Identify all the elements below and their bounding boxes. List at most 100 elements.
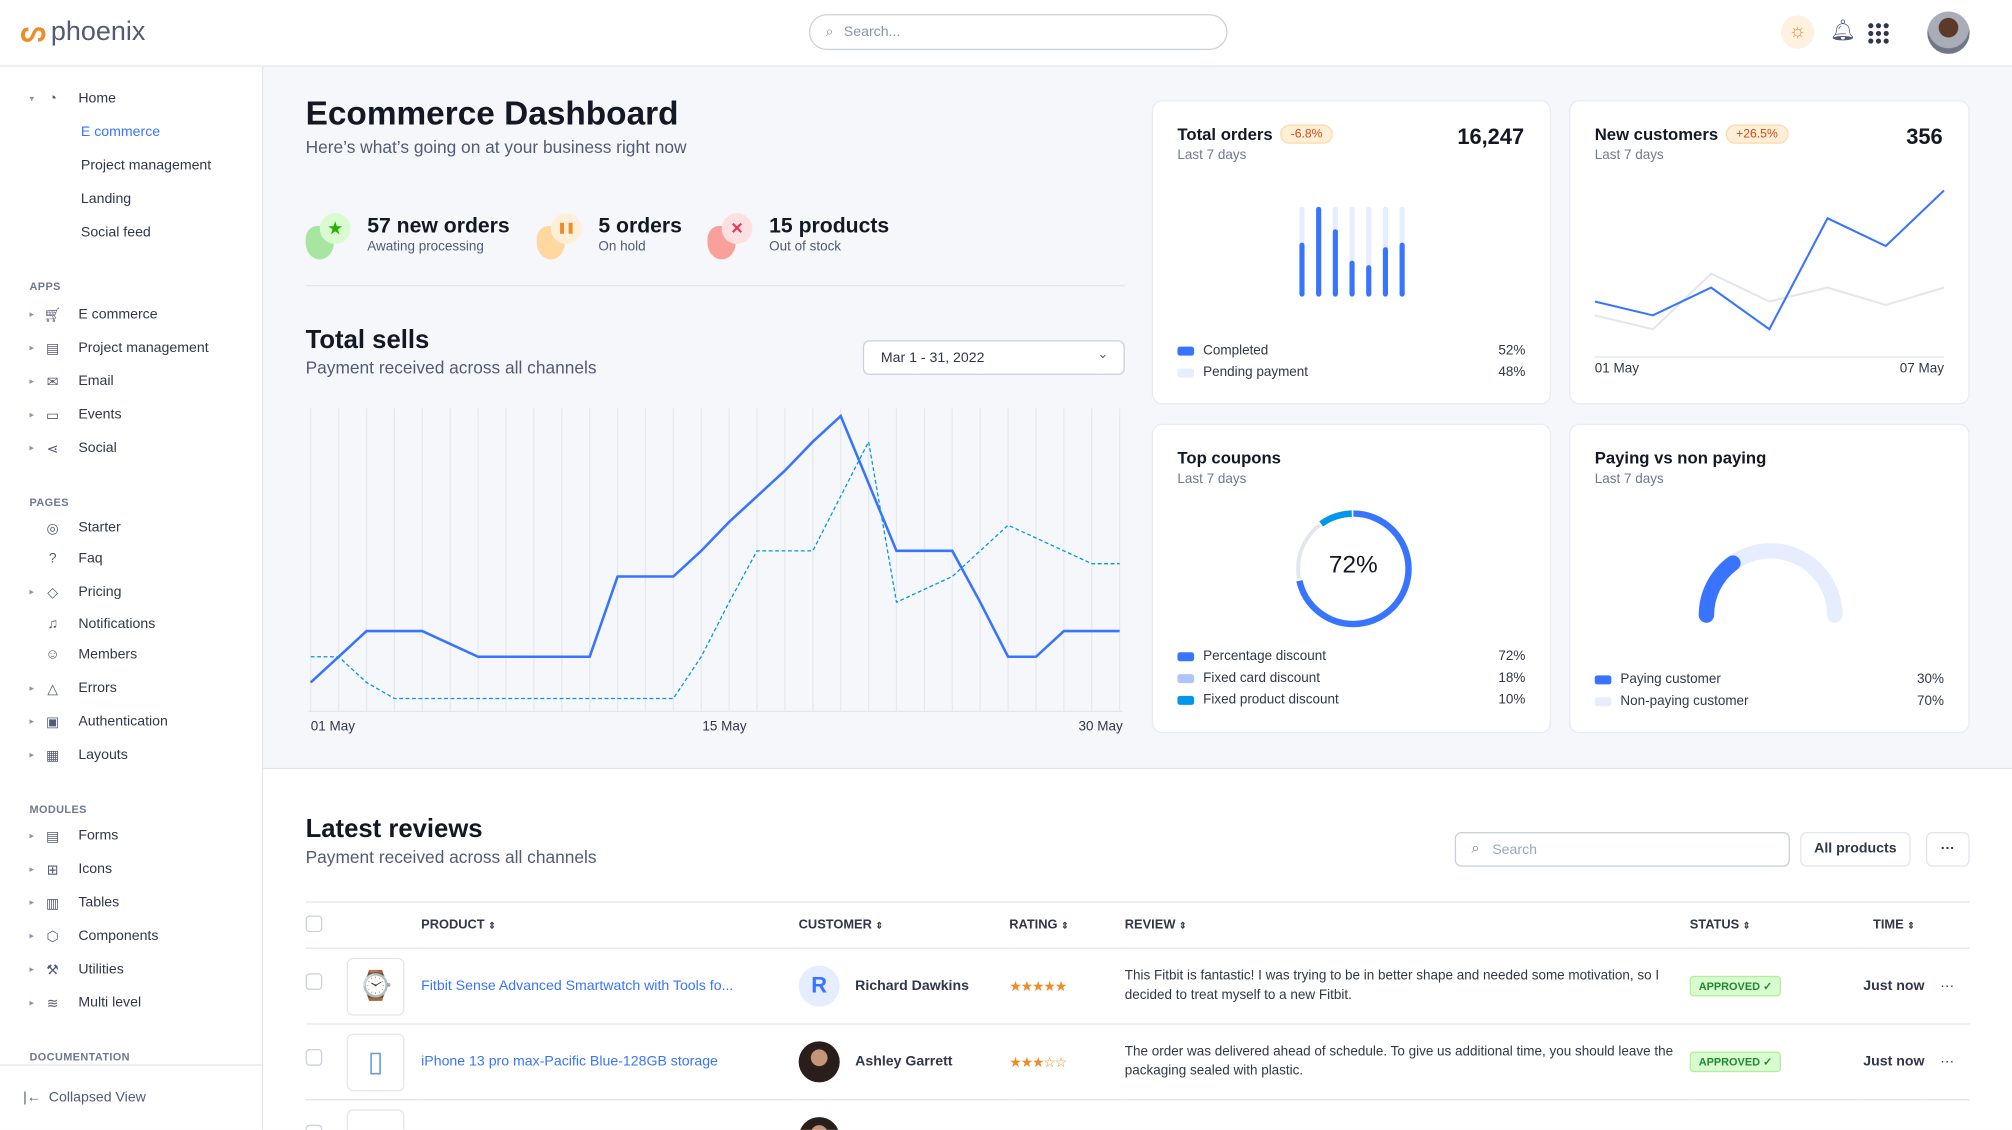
notifications-bell-icon[interactable]: 🔔︎ bbox=[1829, 20, 1856, 43]
sort-icon: ⇕ bbox=[488, 921, 496, 931]
customer-name[interactable]: Ashley Garrett bbox=[855, 1054, 953, 1070]
sidebar-item-icons[interactable]: ▸ ⊞ Icons bbox=[29, 861, 113, 878]
sidebar-item-starter[interactable]: ◎ Starter bbox=[30, 517, 121, 538]
sidebar-item-multi-level[interactable]: ▸ ≋ Multi level bbox=[29, 995, 142, 1012]
sidebar-item-tables[interactable]: ▸ ▥ Tables bbox=[29, 894, 120, 911]
more-options-button[interactable]: ··· bbox=[1926, 832, 1970, 867]
column-header-customer[interactable]: CUSTOMER ⇕ bbox=[798, 901, 1010, 949]
sidebar-sub-project-management[interactable]: Project management bbox=[80, 157, 212, 174]
column-header-product[interactable]: PRODUCT ⇕ bbox=[421, 901, 799, 949]
sidebar-item-errors[interactable]: ▸ △ Errors bbox=[29, 680, 117, 697]
select-all-checkbox[interactable] bbox=[305, 914, 323, 932]
sidebar-sub-social-feed[interactable]: Social feed bbox=[80, 224, 151, 241]
sidebar-item-project-management[interactable]: ▸ ▤ Project management bbox=[29, 340, 209, 357]
sidebar-item-home[interactable]: ▾ ◔ Home bbox=[29, 91, 117, 107]
column-header-review[interactable]: REVIEW ⇕ bbox=[1124, 901, 1690, 949]
product-thumbnail: ⌚ bbox=[346, 957, 405, 1016]
all-products-button[interactable]: All products bbox=[1800, 832, 1911, 867]
sidebar-item-members[interactable]: ☺ Members bbox=[30, 645, 138, 666]
sidebar-item-forms[interactable]: ▸ ▤ Forms bbox=[29, 828, 119, 845]
stat-item: ❚❚ 5 orders On hold bbox=[536, 213, 682, 262]
coupons-donut-chart bbox=[1294, 510, 1412, 628]
caret-right-icon: ▸ bbox=[29, 832, 35, 842]
table-row[interactable]: ⌚ Fitbit Sense Advanced Smartwatch with … bbox=[305, 948, 1970, 1025]
table-row[interactable]: ▭ It's a Mac, after all. Once you've gon… bbox=[305, 1099, 1970, 1130]
sidebar-item-layouts[interactable]: ▸ ▦ Layouts bbox=[29, 747, 128, 764]
review-text: It's a Mac, after all. Once you've gone … bbox=[1124, 1099, 1690, 1130]
reviews-table: PRODUCT ⇕ CUSTOMER ⇕ RATING ⇕ REVIEW ⇕ STATU… bbox=[305, 901, 1970, 1130]
sidebar-item-social[interactable]: ▸ ⋖ Social bbox=[29, 440, 117, 457]
row-checkbox[interactable] bbox=[305, 1048, 323, 1066]
column-header-rating[interactable]: RATING ⇕ bbox=[1009, 901, 1125, 949]
customer-avatar bbox=[798, 1041, 840, 1083]
brand-logo[interactable]: ᔕ phoenix bbox=[20, 15, 146, 48]
donut-center-label: 72% bbox=[1328, 552, 1378, 580]
collapsed-view-button[interactable]: |← Collapsed View bbox=[23, 1090, 146, 1106]
caret-right-icon: ▸ bbox=[29, 965, 35, 975]
global-search-input[interactable]: ⌕ Search... bbox=[808, 14, 1228, 51]
column-header-time[interactable]: TIME ⇕ bbox=[1863, 901, 1925, 949]
row-actions-button[interactable]: ··· bbox=[1924, 1023, 1970, 1101]
divider bbox=[305, 285, 1125, 287]
card-subtitle: Last 7 days bbox=[1594, 471, 1664, 487]
sidebar-item-faq[interactable]: ? Faq bbox=[30, 548, 103, 569]
row-actions-button[interactable] bbox=[1924, 1099, 1970, 1130]
customer-avatar: R bbox=[798, 965, 840, 1007]
donut-slice bbox=[1296, 511, 1411, 626]
row-checkbox[interactable] bbox=[305, 1124, 323, 1130]
sidebar-sub-ecommerce[interactable]: E commerce bbox=[80, 124, 161, 140]
total-sells-title: Total sells bbox=[305, 326, 430, 355]
customer-name[interactable]: Richard Dawkins bbox=[855, 978, 969, 994]
total-sells-chart bbox=[308, 408, 1123, 712]
sidebar-item-e-commerce[interactable]: ▸ 🛒︎ E commerce bbox=[29, 306, 158, 323]
caret-right-icon: ▸ bbox=[29, 310, 35, 320]
tool-icon: ⚒ bbox=[46, 962, 59, 978]
page-title: Ecommerce Dashboard bbox=[305, 93, 679, 133]
table-row[interactable]: ▯ iPhone 13 pro max-Pacific Blue-128GB s… bbox=[305, 1023, 1970, 1101]
legend-swatch bbox=[1177, 651, 1195, 661]
x-tick-label: 01 May bbox=[1594, 360, 1639, 377]
column-header-status[interactable]: STATUS ⇕ bbox=[1689, 901, 1864, 949]
donut-slice bbox=[1294, 510, 1412, 628]
sidebar-item-events[interactable]: ▸ ▭ Events bbox=[29, 407, 122, 424]
lock-icon: ▣ bbox=[45, 714, 60, 730]
bookmark-icon: ▭ bbox=[45, 407, 60, 424]
top-bar: ᔕ phoenix ⌕ Search... ☼ 🔔︎ bbox=[0, 0, 2012, 67]
sidebar-item-pricing[interactable]: ▸ ◇ Pricing bbox=[29, 584, 122, 601]
bar bbox=[1366, 265, 1372, 297]
date-range-select[interactable]: Mar 1 - 31, 2022 ⌄ bbox=[862, 340, 1125, 375]
new-customers-card: New customers +26.5% Last 7 days 356 01 M… bbox=[1569, 100, 1970, 405]
cart-icon: 🛒︎ bbox=[43, 307, 62, 323]
sidebar-sub-landing[interactable]: Landing bbox=[80, 191, 132, 207]
collapse-arrow-icon: |← bbox=[23, 1090, 41, 1106]
legend-swatch bbox=[1594, 696, 1612, 706]
theme-toggle-sun-icon[interactable]: ☼ bbox=[1780, 15, 1815, 49]
file-icon: ▤ bbox=[45, 828, 60, 845]
review-text: The order was delivered ahead of schedul… bbox=[1124, 1023, 1690, 1101]
sort-icon: ⇕ bbox=[1061, 921, 1069, 931]
caret-right-icon: ▸ bbox=[29, 410, 35, 420]
sidebar-item-notifications[interactable]: ♫ Notifications bbox=[30, 614, 156, 635]
caret-right-icon: ▸ bbox=[29, 898, 35, 908]
status-badge: APPROVED ✓ bbox=[1689, 975, 1782, 997]
bar bbox=[1349, 260, 1355, 297]
apps-grid-icon[interactable] bbox=[1868, 23, 1889, 44]
product-link[interactable]: Fitbit Sense Advanced Smartwatch with To… bbox=[421, 978, 734, 994]
review-time: Just now bbox=[1863, 1023, 1925, 1101]
reviews-search-input[interactable]: ⌕ Search bbox=[1454, 832, 1790, 867]
card-title: New customers bbox=[1594, 124, 1719, 144]
sidebar-item-authentication[interactable]: ▸ ▣ Authentication bbox=[29, 713, 168, 730]
sidebar-item-email[interactable]: ▸ ✉ Email bbox=[29, 373, 114, 390]
sidebar-item-utilities[interactable]: ▸ ⚒ Utilities bbox=[29, 961, 124, 978]
row-checkbox[interactable] bbox=[305, 973, 323, 990]
sort-icon: ⇕ bbox=[1179, 921, 1187, 931]
x-icon: ✕ bbox=[707, 213, 756, 262]
sidebar-item-components[interactable]: ▸ ⬡ Components bbox=[29, 928, 159, 945]
sidebar: ▾ ◔ Home E commerce Project management Lan… bbox=[0, 66, 264, 1130]
grid-icon: ⊞ bbox=[46, 862, 59, 878]
series-line bbox=[1594, 189, 1945, 331]
user-avatar[interactable] bbox=[1927, 11, 1970, 54]
product-link[interactable]: iPhone 13 pro max-Pacific Blue-128GB sto… bbox=[421, 1054, 718, 1070]
clipboard-icon: ▤ bbox=[45, 340, 60, 357]
row-actions-button[interactable]: ··· bbox=[1924, 948, 1970, 1025]
